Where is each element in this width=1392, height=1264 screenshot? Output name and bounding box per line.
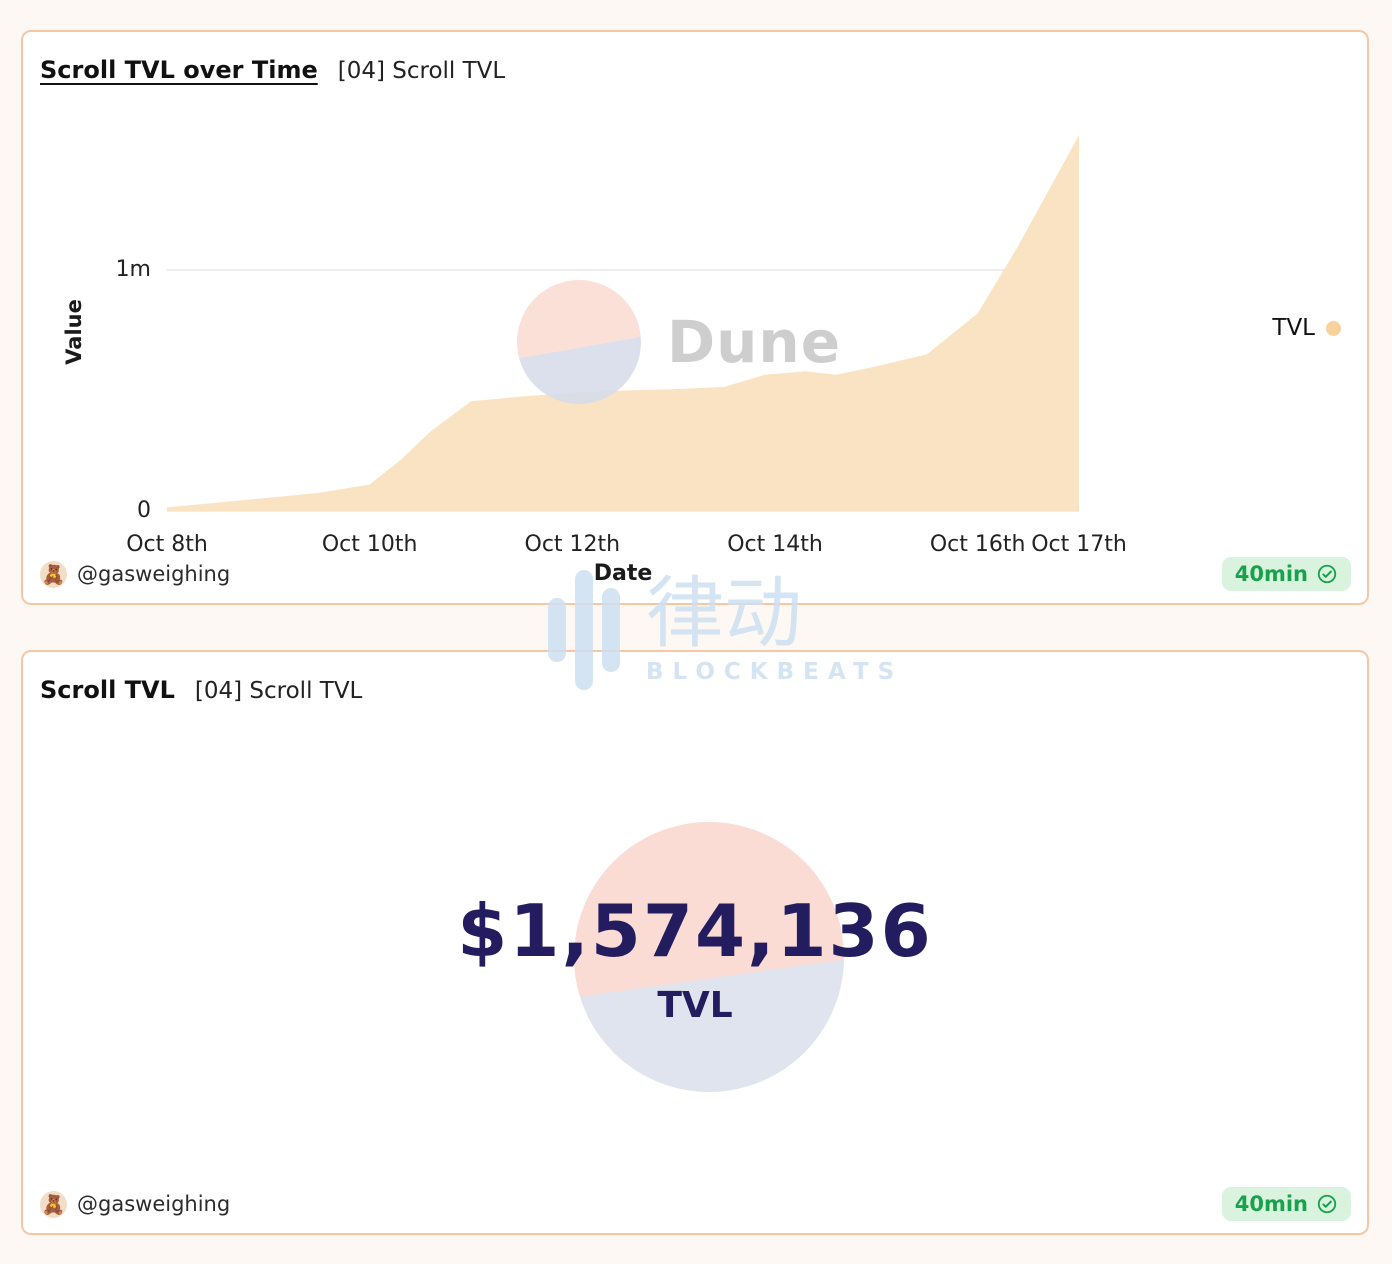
author-link[interactable]: 🧸 @gasweighing <box>40 560 231 588</box>
author-handle: @gasweighing <box>77 562 231 586</box>
card1-footer: 🧸 @gasweighing 40min <box>40 557 1351 591</box>
x-tick-label: Oct 16th <box>929 532 1026 557</box>
y-axis-label: Value <box>61 299 86 365</box>
dune-logo-background-icon <box>574 822 844 1092</box>
tvl-value-label: TVL <box>657 985 733 1026</box>
verified-check-icon <box>1317 564 1337 584</box>
legend-label: TVL <box>1272 315 1315 341</box>
author-handle: @gasweighing <box>77 1192 231 1216</box>
card1-header: Scroll TVL over Time [04] Scroll TVL <box>40 56 505 84</box>
tvl-counter: $1,574,136 TVL <box>23 889 1367 1026</box>
tvl-value: $1,574,136 <box>457 889 933 973</box>
verified-check-icon <box>1317 1194 1337 1214</box>
refresh-interval: 40min <box>1234 562 1308 586</box>
card2-header: Scroll TVL [04] Scroll TVL <box>40 676 362 704</box>
refresh-badge[interactable]: 40min <box>1221 1187 1351 1221</box>
chart-legend[interactable]: TVL <box>1272 315 1341 341</box>
refresh-badge[interactable]: 40min <box>1221 557 1351 591</box>
x-tick-label: Oct 8th <box>126 532 208 557</box>
card1-subtitle: [04] Scroll TVL <box>337 58 506 84</box>
x-tick-label: Oct 10th <box>321 532 418 557</box>
x-tick-label: Oct 17th <box>1031 532 1127 557</box>
legend-dot <box>1326 320 1341 336</box>
card1-title[interactable]: Scroll TVL over Time <box>40 56 318 84</box>
refresh-interval: 40min <box>1234 1192 1308 1216</box>
tvl-over-time-card: Scroll TVL over Time [04] Scroll TVL Val… <box>21 30 1369 605</box>
x-tick-label: Oct 14th <box>727 532 823 557</box>
card2-subtitle: [04] Scroll TVL <box>194 678 363 704</box>
y-tick-label: 0 <box>137 498 151 523</box>
teddy-bear-avatar-icon: 🧸 <box>40 1190 67 1218</box>
tvl-counter-card: Scroll TVL [04] Scroll TVL $1,574,136 TV… <box>21 650 1369 1235</box>
teddy-bear-avatar-icon: 🧸 <box>40 560 67 588</box>
card2-footer: 🧸 @gasweighing 40min <box>40 1187 1351 1221</box>
y-tick-label: 1m <box>115 257 151 282</box>
tvl-area-svg <box>167 135 1079 512</box>
card2-title[interactable]: Scroll TVL <box>40 676 175 704</box>
author-link[interactable]: 🧸 @gasweighing <box>40 1190 231 1218</box>
x-tick-label: Oct 12th <box>524 532 621 557</box>
